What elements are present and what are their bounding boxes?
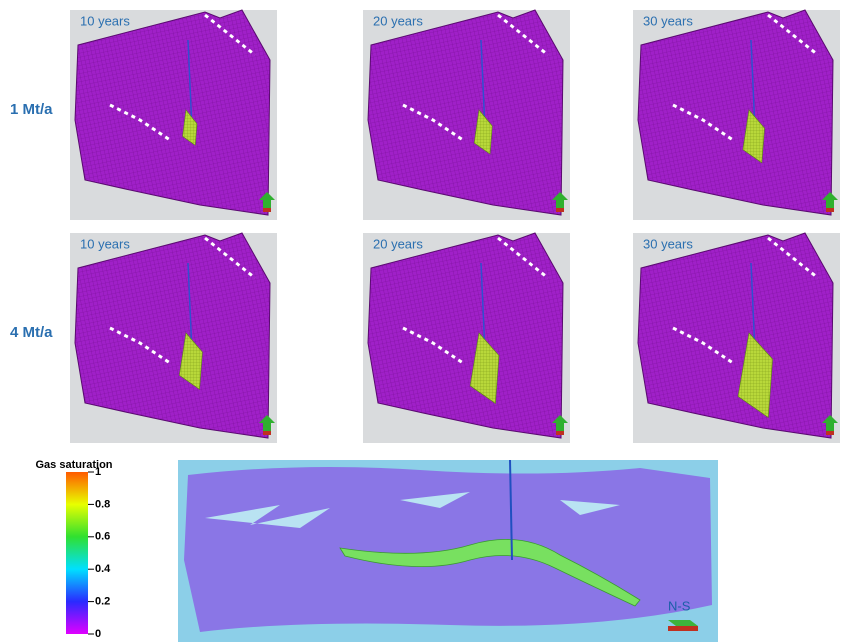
colorbar-tick-label: 0: [95, 628, 101, 640]
colorbar-gradient: [66, 472, 88, 634]
co2-plume: [469, 332, 500, 404]
simulation-panel: 20 years: [363, 9, 570, 220]
panel-label: 30 years: [643, 236, 693, 251]
fault-trace: [672, 236, 819, 365]
simulation-panel: 30 years: [633, 9, 840, 220]
fault-trace: [109, 236, 256, 365]
panel-label: 10 years: [80, 13, 130, 28]
reservoir-surface: [367, 232, 564, 439]
panel-grid: 1 Mt/a 10 years 20 years 30 years 4 Mt/a 10 y…: [10, 9, 840, 443]
orientation-icon: [259, 192, 275, 208]
colorbar-tick-label: 0.6: [95, 531, 110, 543]
colorbar-tick-label: 0.8: [95, 498, 110, 510]
injection-well: [187, 262, 193, 354]
cross-section: N-S: [178, 459, 718, 642]
colorbar: Gas saturation 1 0.8 0.6 0.4 0.2 0: [35, 459, 112, 640]
orientation-icon: [552, 415, 568, 431]
panel-label: 10 years: [80, 236, 130, 251]
orientation-icon-base: [263, 431, 271, 435]
orientation-icon: [822, 192, 838, 208]
fault-trace: [109, 13, 256, 142]
injection-well: [187, 39, 193, 131]
injection-well: [750, 39, 756, 131]
row-label: 1 Mt/a: [10, 101, 53, 118]
reservoir-gap: [205, 492, 620, 528]
co2-plume: [182, 109, 198, 146]
fault-trace: [402, 236, 549, 365]
orientation-icon: [552, 192, 568, 208]
colorbar-title: Gas saturation: [35, 459, 112, 471]
reservoir-body: [184, 466, 712, 632]
simulation-panel: 10 years: [70, 9, 277, 220]
orientation-label: N-S: [668, 598, 691, 613]
orientation-icon-base: [668, 626, 698, 631]
orientation-icon-base: [556, 208, 564, 212]
injection-well: [750, 262, 756, 354]
orientation-icon: [822, 415, 838, 431]
panel-label: 20 years: [373, 236, 423, 251]
co2-plume: [742, 109, 765, 164]
simulation-panel: 20 years: [363, 232, 570, 443]
panel-label: 30 years: [643, 13, 693, 28]
colorbar-tick-label: 1: [95, 466, 101, 478]
orientation-icon-base: [826, 431, 834, 435]
reservoir-surface: [637, 232, 834, 439]
orientation-icon-base: [826, 208, 834, 212]
simulation-panel: 10 years: [70, 232, 277, 443]
orientation-icon-base: [263, 208, 271, 212]
injection-well: [480, 262, 486, 354]
colorbar-tick-label: 0.2: [95, 596, 110, 608]
fault-trace: [672, 13, 819, 142]
simulation-panel: 30 years: [633, 232, 840, 443]
panel-label: 20 years: [373, 13, 423, 28]
reservoir-surface: [74, 232, 271, 439]
reservoir-surface: [74, 9, 271, 216]
reservoir-surface: [637, 9, 834, 216]
injection-well: [480, 39, 486, 131]
reservoir-surface: [367, 9, 564, 216]
co2-plume: [179, 332, 203, 390]
injection-well: [509, 459, 513, 561]
co2-plume: [473, 109, 493, 155]
orientation-icon: [259, 415, 275, 431]
orientation-icon-base: [556, 431, 564, 435]
fault-trace: [402, 13, 549, 142]
co2-plume: [737, 332, 773, 419]
co2-plume: [339, 539, 641, 607]
orientation-icon: [668, 620, 698, 626]
colorbar-tick-label: 0.4: [95, 563, 111, 575]
row-label: 4 Mt/a: [10, 324, 53, 341]
